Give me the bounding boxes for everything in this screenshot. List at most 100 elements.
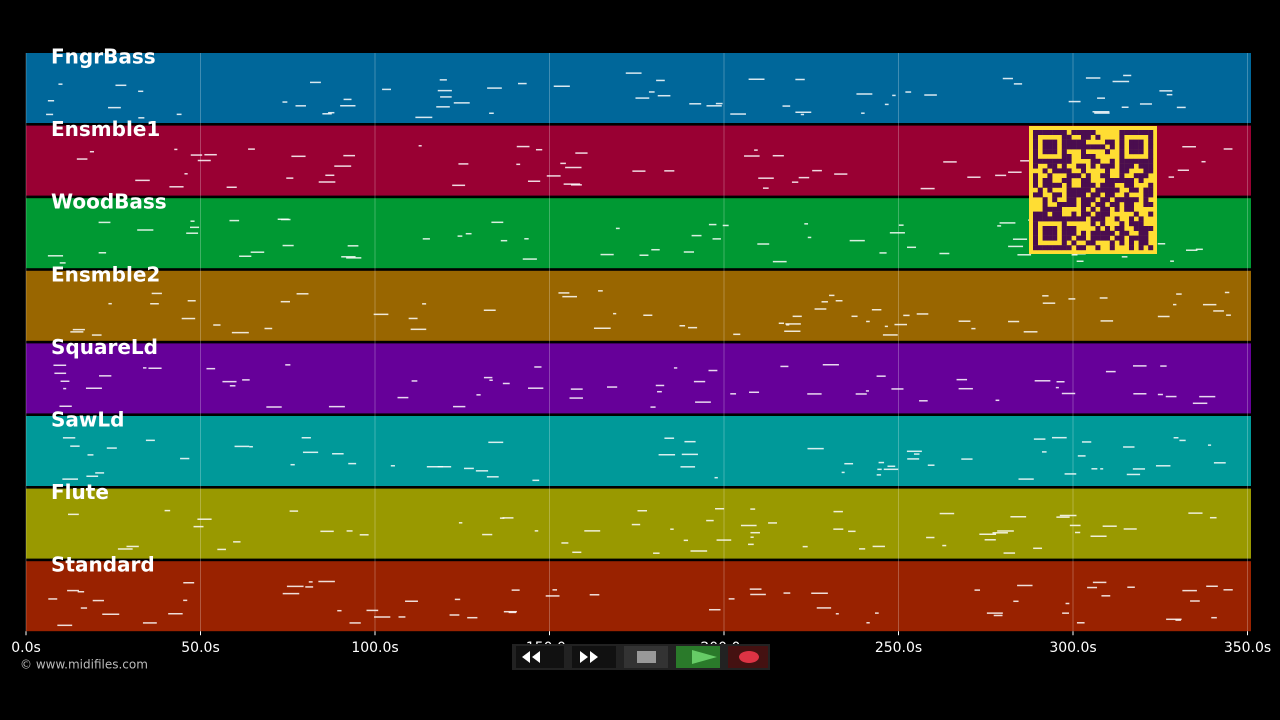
qr-cell bbox=[1143, 235, 1149, 241]
qr-cell bbox=[1066, 178, 1072, 183]
qr-cell bbox=[1100, 144, 1106, 150]
qr-cell bbox=[1061, 130, 1067, 135]
qr-cell bbox=[1066, 139, 1072, 145]
qr-cell bbox=[1052, 192, 1058, 198]
qr-cell bbox=[1100, 235, 1106, 241]
qr-cell bbox=[1100, 173, 1106, 179]
qr-cell bbox=[1057, 211, 1062, 217]
qr-cell bbox=[1129, 216, 1134, 222]
qr-cell bbox=[1114, 178, 1120, 183]
qr-cell bbox=[1129, 206, 1134, 212]
qr-cell bbox=[1090, 158, 1096, 164]
qr-cell bbox=[1109, 144, 1115, 150]
qr-cell bbox=[1042, 182, 1048, 188]
track-band bbox=[26, 270, 1251, 341]
qr-cell bbox=[1076, 187, 1082, 193]
qr-cell bbox=[1071, 192, 1077, 198]
qr-cell bbox=[1138, 158, 1144, 164]
qr-cell bbox=[1105, 230, 1110, 236]
qr-cell bbox=[1081, 235, 1086, 241]
forward-button[interactable] bbox=[572, 646, 616, 668]
qr-cell bbox=[1133, 197, 1139, 203]
rewind-button[interactable] bbox=[516, 646, 564, 668]
stop-icon bbox=[637, 651, 656, 663]
labels: FngrBass Ensmble1 WoodBass Ensmble2 SquareLd… bbox=[11, 45, 1271, 657]
qr-cell bbox=[1129, 235, 1134, 241]
qr-cell bbox=[1148, 158, 1154, 164]
qr-cell bbox=[1033, 154, 1038, 159]
notes bbox=[46, 72, 1233, 627]
qr-cell bbox=[1033, 235, 1038, 241]
qr-cell bbox=[1143, 192, 1149, 198]
qr-cell bbox=[1119, 139, 1125, 145]
qr-cell bbox=[1057, 245, 1062, 251]
qr-cell bbox=[1129, 144, 1134, 150]
qr-cell bbox=[1085, 173, 1091, 179]
qr-cell bbox=[1081, 202, 1086, 207]
qr-cell bbox=[1042, 211, 1048, 217]
qr-cell bbox=[1090, 216, 1096, 222]
qr-cell bbox=[1076, 139, 1082, 145]
qr-cell bbox=[1119, 168, 1125, 174]
qr-cell bbox=[1129, 158, 1134, 164]
track-band bbox=[26, 343, 1251, 414]
qr-cell bbox=[1033, 163, 1038, 169]
qr-cell bbox=[1143, 173, 1149, 179]
qr-cell bbox=[1052, 235, 1058, 241]
qr-cell bbox=[1085, 134, 1091, 140]
qr-cell bbox=[1095, 202, 1101, 207]
qr-cell bbox=[1148, 144, 1154, 150]
qr-cell bbox=[1119, 240, 1125, 246]
qr-cell bbox=[1143, 226, 1149, 231]
qr-cell bbox=[1105, 173, 1110, 179]
qr-cell bbox=[1052, 230, 1058, 236]
qr-cell bbox=[1081, 192, 1086, 198]
qr-cell bbox=[1129, 182, 1134, 188]
qr-cell bbox=[1105, 197, 1110, 203]
qr-cell bbox=[1052, 130, 1058, 135]
play-button[interactable] bbox=[676, 646, 720, 668]
tick-label: 50.0s bbox=[181, 640, 219, 656]
qr-cell bbox=[1081, 149, 1086, 155]
qr-cell bbox=[1081, 206, 1086, 212]
qr-cell bbox=[1052, 158, 1058, 164]
qr-cell bbox=[1042, 139, 1048, 145]
qr-cell bbox=[1100, 197, 1106, 203]
qr-cell bbox=[1071, 230, 1077, 236]
qr-cell bbox=[1042, 245, 1048, 251]
qr-cell bbox=[1119, 149, 1125, 155]
qr-cell bbox=[1081, 130, 1086, 135]
qr-cell bbox=[1061, 240, 1067, 246]
qr-cell bbox=[1138, 235, 1144, 241]
qr-cell bbox=[1090, 235, 1096, 241]
qr-cell bbox=[1076, 163, 1082, 169]
record-button[interactable] bbox=[728, 646, 768, 668]
qr-cell bbox=[1124, 206, 1130, 212]
qr-cell bbox=[1071, 202, 1077, 207]
qr-cell bbox=[1143, 163, 1149, 169]
qr-cell bbox=[1071, 240, 1077, 246]
qr-cell bbox=[1133, 130, 1139, 135]
qr-cell bbox=[1100, 230, 1106, 236]
qr-cell bbox=[1090, 206, 1096, 212]
qr-cell bbox=[1052, 197, 1058, 203]
stop-button[interactable] bbox=[624, 646, 668, 668]
qr-cell bbox=[1143, 197, 1149, 203]
track-band bbox=[26, 561, 1251, 632]
qr-cell bbox=[1109, 230, 1115, 236]
qr-cell bbox=[1037, 130, 1043, 135]
track-name: WoodBass bbox=[51, 190, 167, 214]
qr-cell bbox=[1114, 216, 1120, 222]
qr-cell bbox=[1143, 158, 1149, 164]
qr-cell bbox=[1047, 182, 1053, 188]
qr-cell bbox=[1090, 154, 1096, 159]
qr-cell bbox=[1148, 130, 1154, 135]
qr-cell bbox=[1047, 130, 1053, 135]
qr-cell bbox=[1033, 216, 1038, 222]
qr-cell bbox=[1047, 235, 1053, 241]
qr-cell bbox=[1085, 178, 1091, 183]
qr-cell bbox=[1105, 211, 1110, 217]
qr-cell bbox=[1076, 235, 1082, 241]
qr-cell bbox=[1066, 182, 1072, 188]
qr-cell bbox=[1071, 197, 1077, 203]
